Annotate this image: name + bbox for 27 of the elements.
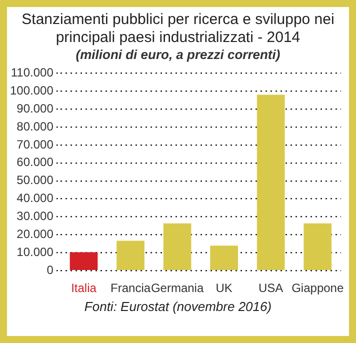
y-tick-label: 0	[46, 262, 54, 277]
bar	[210, 246, 238, 270]
y-tick-label: 100.000	[10, 83, 54, 98]
x-tick-label: USA	[258, 281, 284, 296]
x-tick-label: Giappone	[292, 281, 344, 296]
bar	[256, 94, 285, 270]
y-tick-label: 10.000	[16, 244, 54, 259]
y-tick-label: 110.000	[10, 66, 54, 80]
bar	[304, 223, 332, 270]
y-tick-label: 30.000	[16, 209, 54, 224]
x-tick-label: Francia	[110, 281, 151, 296]
y-tick-label: 70.000	[16, 137, 54, 152]
chart-title: Stanziamenti pubblici per ricerca e sviluppo nei principali paesi industrializzati - 2014	[20, 10, 336, 47]
bar	[116, 240, 144, 270]
y-tick-label: 40.000	[16, 191, 54, 206]
x-tick-label: Italia	[71, 281, 97, 296]
x-tick-label: UK	[216, 281, 232, 296]
bar	[70, 252, 98, 270]
y-tick-label: 90.000	[16, 101, 54, 116]
chart-subtitle: (milioni di euro, a prezzi correnti)	[74, 47, 282, 63]
bar	[163, 223, 192, 270]
y-tick-label: 60.000	[16, 155, 54, 170]
y-tick-label: 50.000	[16, 173, 54, 188]
y-tick-label: 80.000	[16, 119, 54, 134]
x-tick-label: Germania	[150, 281, 204, 296]
text: Fonti: Eurostat (novembre 2016)	[83, 299, 273, 315]
y-tick-label: 20.000	[16, 227, 54, 242]
